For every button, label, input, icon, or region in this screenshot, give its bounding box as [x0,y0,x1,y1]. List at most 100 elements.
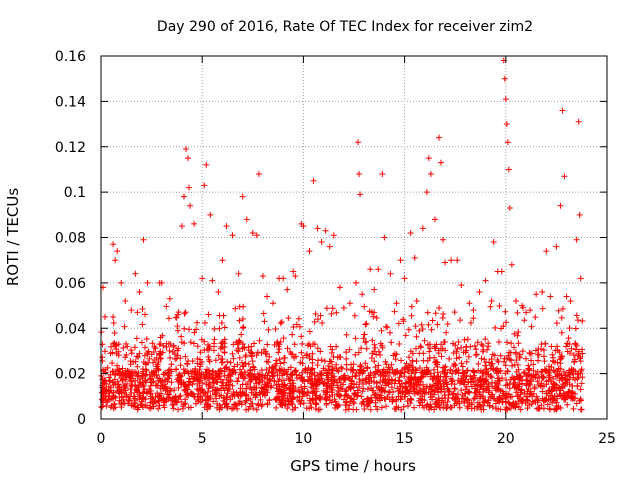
band-point [568,345,575,352]
band-point [450,390,457,397]
band-point [333,309,340,316]
band-point [489,351,496,358]
band-point [115,381,122,388]
band-point [105,374,112,381]
band-point [471,369,478,376]
band-point [490,366,497,373]
band-point [159,332,166,339]
band-point [429,396,436,403]
band-point [464,367,471,374]
data-point [314,225,321,232]
band-point [99,376,106,383]
band-point [431,406,438,413]
band-point [261,386,268,393]
x-tick-label: 20 [497,431,515,447]
band-point [514,374,521,381]
data-point [187,202,194,209]
band-point [159,382,166,389]
band-point [168,379,175,386]
band-point [239,372,246,379]
band-point [507,349,514,356]
band-point [288,371,295,378]
band-point [291,369,298,376]
band-point [194,319,201,326]
band-point [311,372,318,379]
band-point [375,362,382,369]
band-point [116,372,123,379]
data-point [440,236,447,243]
band-point [348,377,355,384]
band-point [388,339,395,346]
band-point [367,398,374,405]
band-point [533,393,540,400]
band-point [364,403,371,410]
band-point [290,387,297,394]
band-point [142,311,149,318]
band-point [378,327,385,334]
band-point [334,403,341,410]
band-point [290,324,297,331]
band-point [125,394,132,401]
band-point [521,317,528,324]
band-point [278,381,285,388]
band-point [556,371,563,378]
band-point [464,336,471,343]
band-point [419,326,426,333]
band-point [175,378,182,385]
band-point [112,395,119,402]
band-point [379,344,386,351]
band-point [350,384,357,391]
band-point [474,403,481,410]
band-point [430,382,437,389]
band-point [389,366,396,373]
data-point [419,225,426,232]
band-point [165,375,172,382]
data-point [290,268,297,275]
data-point [567,298,574,305]
band-point [309,380,316,387]
band-point [180,403,187,410]
band-point [373,314,380,321]
band-point [123,351,130,358]
band-point [539,388,546,395]
band-point [276,356,283,363]
band-point [382,323,389,330]
data-point [174,311,181,318]
band-point [435,373,442,380]
band-point [133,353,140,360]
band-point [389,394,396,401]
data-point [330,232,337,239]
band-point [560,368,567,375]
band-point [253,352,260,359]
band-point [261,318,268,325]
band-point [432,359,439,366]
band-point [538,341,545,348]
band-point [424,309,431,316]
band-point [272,325,279,332]
band-point [455,338,462,345]
band-point [392,356,399,363]
band-point [360,385,367,392]
band-point [250,363,257,370]
band-point [140,395,147,402]
data-point [458,282,465,289]
data-point [506,205,513,212]
band-point [401,373,408,380]
data-point [280,275,287,282]
band-point [182,387,189,394]
band-point [317,312,324,319]
band-point [200,389,207,396]
band-point [445,387,452,394]
data-point [563,293,570,300]
band-point [396,340,403,347]
band-point [320,380,327,387]
band-point [155,366,162,373]
x-tick-label: 0 [97,431,106,447]
band-point [508,340,515,347]
band-point [139,305,146,312]
band-point [304,378,311,385]
band-point [565,388,572,395]
band-point [549,351,556,358]
band-point [420,381,427,388]
band-point [168,368,175,375]
